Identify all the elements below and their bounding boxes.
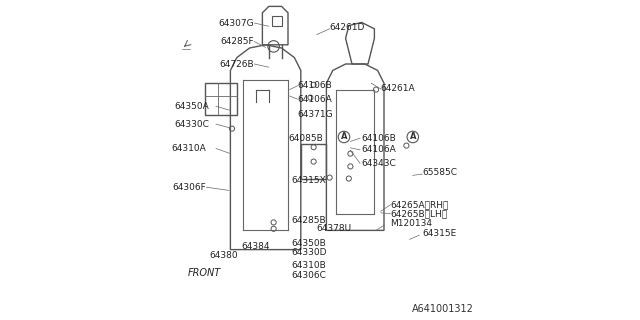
Text: 65585C: 65585C xyxy=(422,168,458,177)
Text: 64315E: 64315E xyxy=(422,229,457,238)
Text: 64265A〈RH〉: 64265A〈RH〉 xyxy=(390,200,449,209)
Text: 64350B: 64350B xyxy=(291,239,326,248)
Text: 64384: 64384 xyxy=(242,242,270,251)
Text: 64307G: 64307G xyxy=(219,19,254,28)
Text: 64315X: 64315X xyxy=(291,176,326,185)
Text: 64261A: 64261A xyxy=(381,84,415,93)
Text: FRONT: FRONT xyxy=(188,268,221,278)
Text: 64306C: 64306C xyxy=(291,271,326,280)
Text: 64265B〈LH〉: 64265B〈LH〉 xyxy=(390,209,447,218)
Text: 64285F: 64285F xyxy=(221,37,254,46)
Text: 64106B: 64106B xyxy=(298,81,332,90)
Text: 64380: 64380 xyxy=(210,252,238,260)
Text: A641001312: A641001312 xyxy=(412,304,474,314)
Text: 64106A: 64106A xyxy=(298,95,332,104)
Text: 64310A: 64310A xyxy=(172,144,206,153)
Text: 64726B: 64726B xyxy=(220,60,254,68)
Text: 64285B: 64285B xyxy=(291,216,326,225)
Text: A: A xyxy=(340,132,348,141)
Text: 64310B: 64310B xyxy=(291,261,326,270)
Text: 64330C: 64330C xyxy=(175,120,210,129)
Text: 64085B: 64085B xyxy=(289,134,323,143)
Text: 64306F: 64306F xyxy=(173,183,206,192)
Text: 64106A: 64106A xyxy=(362,145,396,154)
Text: M120134: M120134 xyxy=(390,220,433,228)
Text: 64330D: 64330D xyxy=(291,248,326,257)
Text: 64343C: 64343C xyxy=(362,159,396,168)
Text: 64106B: 64106B xyxy=(362,134,396,143)
Text: 64371G: 64371G xyxy=(298,110,333,119)
Text: 64378U: 64378U xyxy=(317,224,352,233)
Text: 64350A: 64350A xyxy=(175,102,210,111)
Text: 64261D: 64261D xyxy=(330,23,365,32)
Text: A: A xyxy=(410,132,416,141)
